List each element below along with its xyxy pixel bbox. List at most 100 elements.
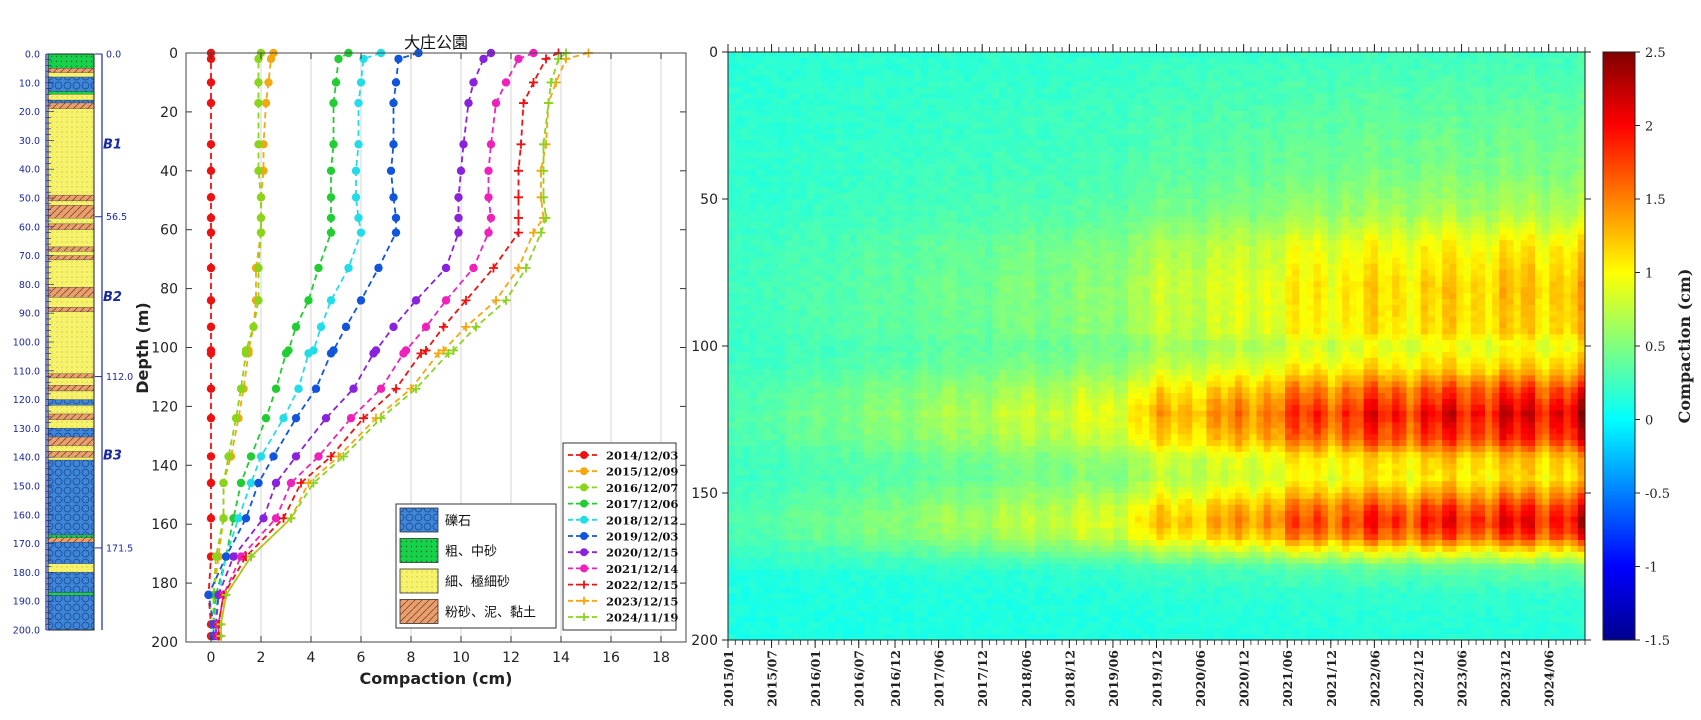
heatmap-cell	[849, 246, 858, 253]
heatmap-cell	[770, 398, 779, 406]
heatmap-cell	[970, 157, 979, 165]
heatmap-cell	[1027, 104, 1036, 112]
heatmap-cell	[1035, 557, 1043, 565]
heatmap-cell	[970, 563, 979, 571]
heatmap-cell	[820, 634, 829, 640]
heatmap-cell	[992, 146, 1000, 153]
heatmap-cell	[970, 269, 979, 277]
heatmap-cell	[892, 316, 900, 324]
heatmap-cell	[1027, 557, 1036, 565]
heatmap-cell	[827, 210, 836, 218]
heatmap-cell	[827, 357, 836, 365]
heatmap-cell	[749, 604, 758, 612]
heatmap-cell	[799, 269, 808, 277]
heatmap-cell	[963, 281, 972, 288]
heatmap-cell	[1035, 322, 1043, 329]
heatmap-cell	[835, 493, 843, 500]
heatmap-cell	[942, 128, 950, 135]
series-point	[461, 295, 471, 305]
heatmap-cell	[820, 346, 829, 353]
heatmap-cell	[785, 334, 793, 341]
profile-y-tick-label: 80	[160, 282, 178, 298]
heatmap-cell	[842, 210, 851, 218]
heatmap-cell	[728, 398, 736, 406]
heatmap-cell	[835, 598, 843, 606]
heatmap-cell	[977, 563, 986, 571]
heatmap-cell	[792, 481, 801, 488]
heatmap-cell	[877, 398, 886, 406]
heatmap-cell	[849, 81, 858, 88]
heatmap-cell	[770, 175, 779, 182]
heatmap-cell	[792, 287, 801, 294]
heatmap-cell	[977, 481, 986, 488]
heatmap-cell	[835, 193, 843, 200]
heatmap-cell	[849, 463, 858, 471]
heatmap-cell	[1006, 557, 1015, 565]
heatmap-cell	[756, 328, 765, 335]
heatmap-cell	[735, 240, 743, 247]
heatmap-cell	[785, 251, 793, 259]
heatmap-cell	[849, 240, 858, 247]
heatmap-cell	[799, 187, 808, 194]
heatmap-cell	[728, 540, 736, 547]
heatmap-cell	[835, 269, 843, 277]
heatmap-cell	[899, 357, 908, 365]
heatmap-cell	[742, 540, 751, 547]
heatmap-cell	[863, 504, 872, 512]
heatmap-cell	[749, 134, 758, 141]
heatmap-cell	[849, 428, 858, 435]
heatmap-cell	[970, 246, 979, 253]
heatmap-cell	[785, 557, 793, 565]
heatmap-cell	[842, 610, 851, 618]
heatmap-cell	[892, 128, 900, 135]
heatmap-cell	[1006, 534, 1015, 541]
heatmap-cell	[770, 93, 779, 100]
heatmap-cell	[870, 222, 879, 229]
heatmap-cell	[742, 610, 751, 618]
heatmap-cell	[899, 163, 908, 171]
heatmap-cell	[820, 351, 829, 359]
heatmap-cell	[763, 210, 772, 218]
heatmap-cell	[970, 587, 979, 594]
heatmap-cell	[977, 528, 986, 535]
heatmap-cell	[899, 193, 908, 200]
heatmap-cell	[913, 151, 922, 159]
heatmap-cell	[799, 275, 808, 282]
heatmap-cell	[1013, 581, 1022, 588]
heatmap-cell	[977, 622, 986, 629]
heatmap-cell	[820, 251, 829, 259]
heatmap-cell	[799, 628, 808, 635]
heatmap-cell	[956, 604, 965, 612]
heatmap-cell	[856, 540, 865, 547]
heatmap-cell	[842, 363, 851, 371]
heatmap-cell	[977, 87, 986, 94]
heatmap-cell	[1027, 87, 1036, 94]
heatmap-cell	[813, 528, 822, 535]
heatmap-cell	[777, 228, 786, 235]
heatmap-cell	[870, 375, 879, 382]
heatmap-cell	[785, 516, 793, 523]
heatmap-cell	[870, 498, 879, 506]
heatmap-cell	[1027, 298, 1036, 306]
column-tick-label: 90.0	[19, 309, 40, 320]
heatmap-cell	[856, 346, 865, 353]
heatmap-cell	[956, 110, 965, 118]
heatmap-cell	[1027, 398, 1036, 406]
heatmap-cell	[856, 193, 865, 200]
heatmap-cell	[835, 334, 843, 341]
heatmap-cell	[756, 351, 765, 359]
heatmap-cell	[913, 557, 922, 565]
heatmap-cell	[1027, 563, 1036, 571]
heatmap-cell	[963, 610, 972, 618]
heatmap-cell	[856, 81, 865, 88]
heatmap-cell	[892, 534, 900, 541]
heatmap-cell	[885, 369, 893, 376]
heatmap-cell	[749, 246, 758, 253]
heatmap-cell	[927, 293, 936, 300]
heatmap-cell	[885, 310, 893, 318]
heatmap-cell	[956, 310, 965, 318]
heatmap-cell	[820, 592, 829, 600]
heatmap-cell	[777, 434, 786, 441]
heatmap-cell	[777, 104, 786, 112]
heatmap-cell	[735, 204, 743, 212]
